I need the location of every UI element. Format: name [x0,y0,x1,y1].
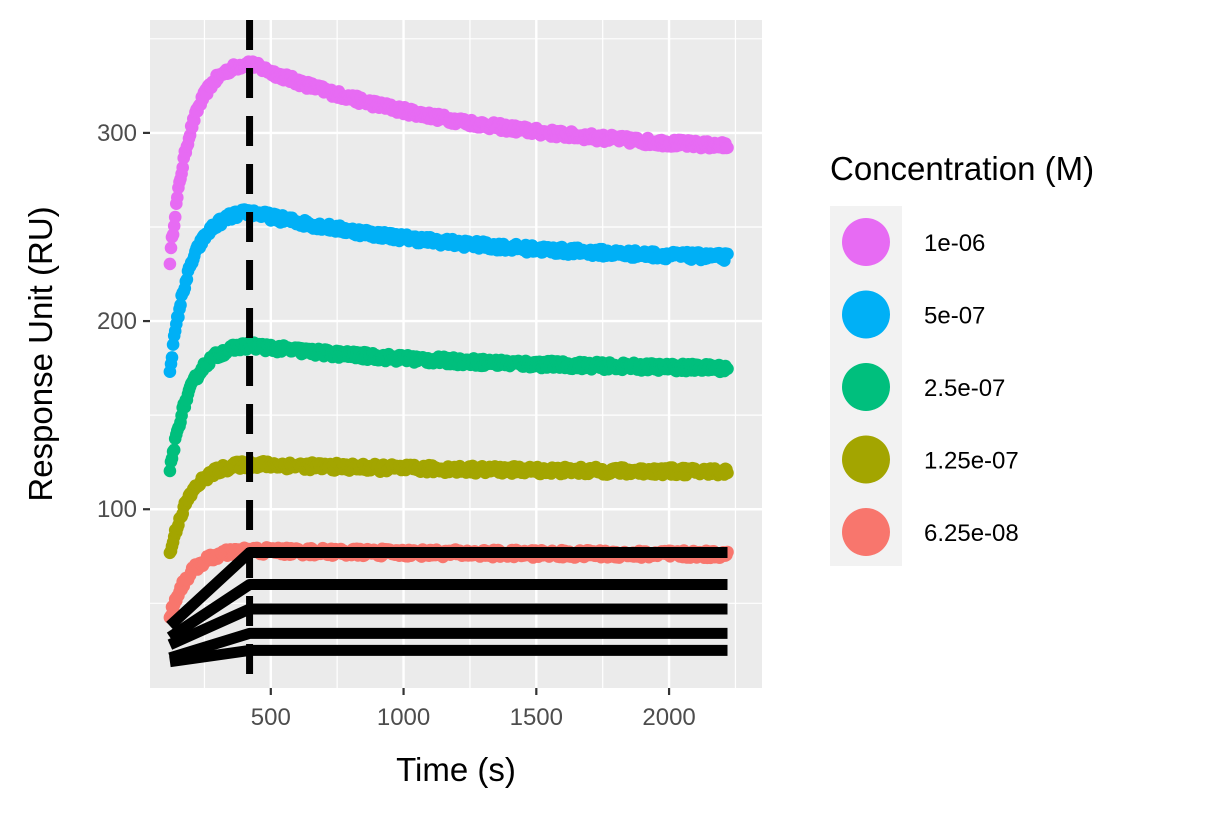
data-point [176,161,189,174]
fit-line [166,579,728,642]
y-tick-label: 300 [97,120,137,147]
legend-label: 1e-06 [924,230,985,257]
data-point [721,466,734,480]
data-point [168,210,182,224]
legend-title: Concentration (M) [830,150,1094,187]
y-axis: 100 200 300 [97,120,150,523]
data-point [174,298,187,312]
x-tick-label: 500 [251,704,291,731]
data-point [165,351,179,364]
legend-key [842,508,890,556]
x-axis: 500 1000 1500 2000 [251,688,696,731]
data-point [171,191,184,204]
x-tick-label: 1500 [510,704,563,731]
y-axis-title: Response Unit (RU) [22,206,59,501]
legend: Concentration (M) 1e-06 5e-07 2.5e-07 1.25e… [830,150,1094,566]
data-point [721,247,734,261]
data-point [163,257,177,271]
y-tick-label: 200 [97,308,137,335]
legend-label: 2.5e-07 [924,375,1005,402]
data-point [167,443,181,457]
legend-label: 1.25e-07 [924,448,1019,475]
y-tick-label: 100 [97,496,137,523]
x-tick-label: 1000 [377,704,430,731]
data-point [164,241,178,255]
data-point [163,464,177,478]
legend-key [842,363,890,411]
fit-line [168,627,728,664]
x-tick-label: 2000 [642,704,695,731]
legend-key [842,218,890,266]
legend-label: 5e-07 [924,303,985,330]
data-point [721,362,734,376]
legend-label: 6.25e-08 [924,520,1019,547]
legend-key [842,435,890,484]
data-point [721,141,734,154]
legend-key [842,290,890,339]
x-axis-title: Time (s) [396,751,516,788]
